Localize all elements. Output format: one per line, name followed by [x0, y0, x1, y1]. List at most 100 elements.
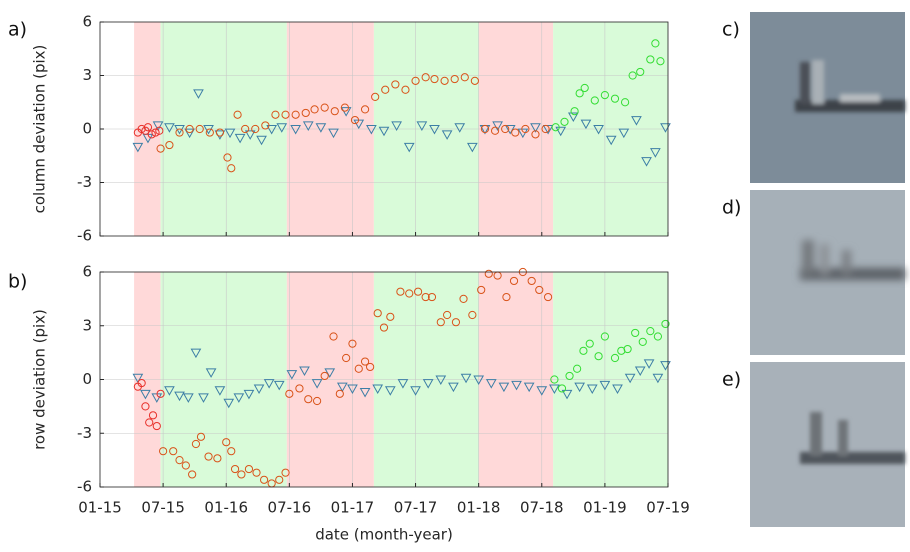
circle-marker — [646, 55, 655, 64]
y-tick-label: 6 — [82, 13, 92, 31]
circle-marker — [480, 124, 490, 134]
circle-marker — [191, 439, 201, 449]
circle-marker — [320, 371, 329, 381]
triangle-marker — [523, 382, 535, 393]
triangle-marker — [593, 125, 604, 135]
triangle-marker — [652, 373, 664, 384]
circle-marker — [371, 92, 380, 102]
circle-marker — [502, 292, 511, 302]
triangle-marker — [448, 382, 459, 393]
triangle-marker — [315, 123, 327, 133]
circle-marker — [310, 105, 319, 114]
triangle-marker — [290, 125, 301, 135]
circle-marker — [617, 346, 626, 355]
triangle-marker — [504, 125, 516, 135]
circle-marker — [373, 309, 382, 318]
circle-marker — [550, 375, 559, 384]
triangle-marker — [256, 135, 267, 146]
triangle-marker — [384, 386, 396, 396]
triangle-marker — [422, 379, 434, 389]
circle-marker — [313, 396, 322, 406]
circle-marker — [152, 421, 161, 431]
triangle-marker — [435, 375, 447, 386]
circle-marker — [281, 110, 290, 119]
panel-label: a) — [8, 19, 27, 41]
circle-marker — [405, 289, 414, 298]
triangle-marker — [214, 130, 226, 140]
circle-marker — [594, 352, 603, 361]
circle-marker — [560, 117, 569, 126]
triangle-marker — [555, 126, 567, 137]
triangle-marker — [511, 380, 522, 391]
circle-marker — [459, 294, 468, 303]
circle-marker — [451, 318, 461, 327]
circle-marker — [237, 470, 246, 479]
circle-marker — [501, 124, 510, 134]
triangle-marker — [132, 373, 144, 384]
circle-marker — [143, 123, 153, 132]
circle-marker — [156, 389, 165, 398]
circle-marker — [147, 130, 156, 139]
circle-marker — [484, 269, 493, 278]
circle-marker — [600, 91, 609, 100]
circle-marker — [159, 447, 168, 456]
triangle-marker — [324, 368, 336, 378]
photo-d — [750, 190, 905, 355]
circle-marker — [259, 475, 269, 484]
circle-marker — [468, 310, 477, 320]
circle-marker — [610, 94, 620, 103]
x-tick-label: 01-15 — [78, 499, 122, 517]
circle-marker — [204, 452, 213, 461]
x-tick-label: 07-18 — [520, 499, 564, 517]
x-tick-label: 07-16 — [268, 499, 312, 517]
triangle-marker — [492, 121, 503, 131]
triangle-marker — [467, 142, 478, 153]
triangle-marker — [183, 393, 194, 403]
triangle-marker — [224, 128, 236, 139]
triangle-marker — [266, 125, 278, 135]
x-tick-label: 07-15 — [141, 499, 185, 517]
circle-marker — [541, 124, 550, 134]
circle-marker — [304, 395, 313, 404]
triangle-marker — [416, 121, 428, 131]
triangle-marker — [286, 370, 298, 380]
circle-marker — [271, 110, 280, 119]
triangle-marker — [336, 382, 348, 393]
triangle-marker — [276, 123, 288, 133]
circle-marker — [165, 140, 174, 150]
circle-marker — [155, 126, 164, 135]
triangle-marker — [273, 380, 285, 391]
triangle-marker — [612, 384, 623, 394]
circle-marker — [295, 384, 304, 393]
circle-marker — [620, 98, 630, 107]
circle-marker — [396, 287, 405, 296]
circle-marker — [477, 285, 486, 295]
circle-marker — [565, 371, 574, 381]
y-tick-label: -3 — [77, 173, 92, 191]
triangle-marker — [164, 123, 175, 133]
triangle-marker — [299, 366, 310, 377]
y-axis-label: column deviation (pix) — [31, 45, 49, 214]
circle-marker — [252, 468, 261, 477]
circle-marker — [175, 128, 184, 137]
circle-marker — [360, 105, 370, 114]
circle-marker — [638, 337, 647, 346]
circle-marker — [391, 80, 400, 89]
triangle-marker — [328, 128, 339, 139]
circle-marker — [535, 285, 544, 295]
triangle-marker — [429, 125, 440, 135]
x-axis-label: date (month-year) — [315, 526, 453, 544]
circle-marker — [244, 464, 254, 474]
circle-marker — [427, 292, 437, 302]
image-label: c) — [722, 19, 740, 41]
triangle-marker — [485, 379, 497, 389]
triangle-marker — [311, 379, 323, 389]
triangle-marker — [498, 382, 510, 393]
triangle-marker — [214, 386, 226, 396]
circle-marker — [656, 57, 665, 66]
photo-c — [750, 12, 905, 183]
circle-marker — [411, 76, 420, 85]
triangle-marker — [643, 359, 655, 369]
circle-marker — [590, 96, 599, 105]
triangle-marker — [530, 123, 541, 133]
